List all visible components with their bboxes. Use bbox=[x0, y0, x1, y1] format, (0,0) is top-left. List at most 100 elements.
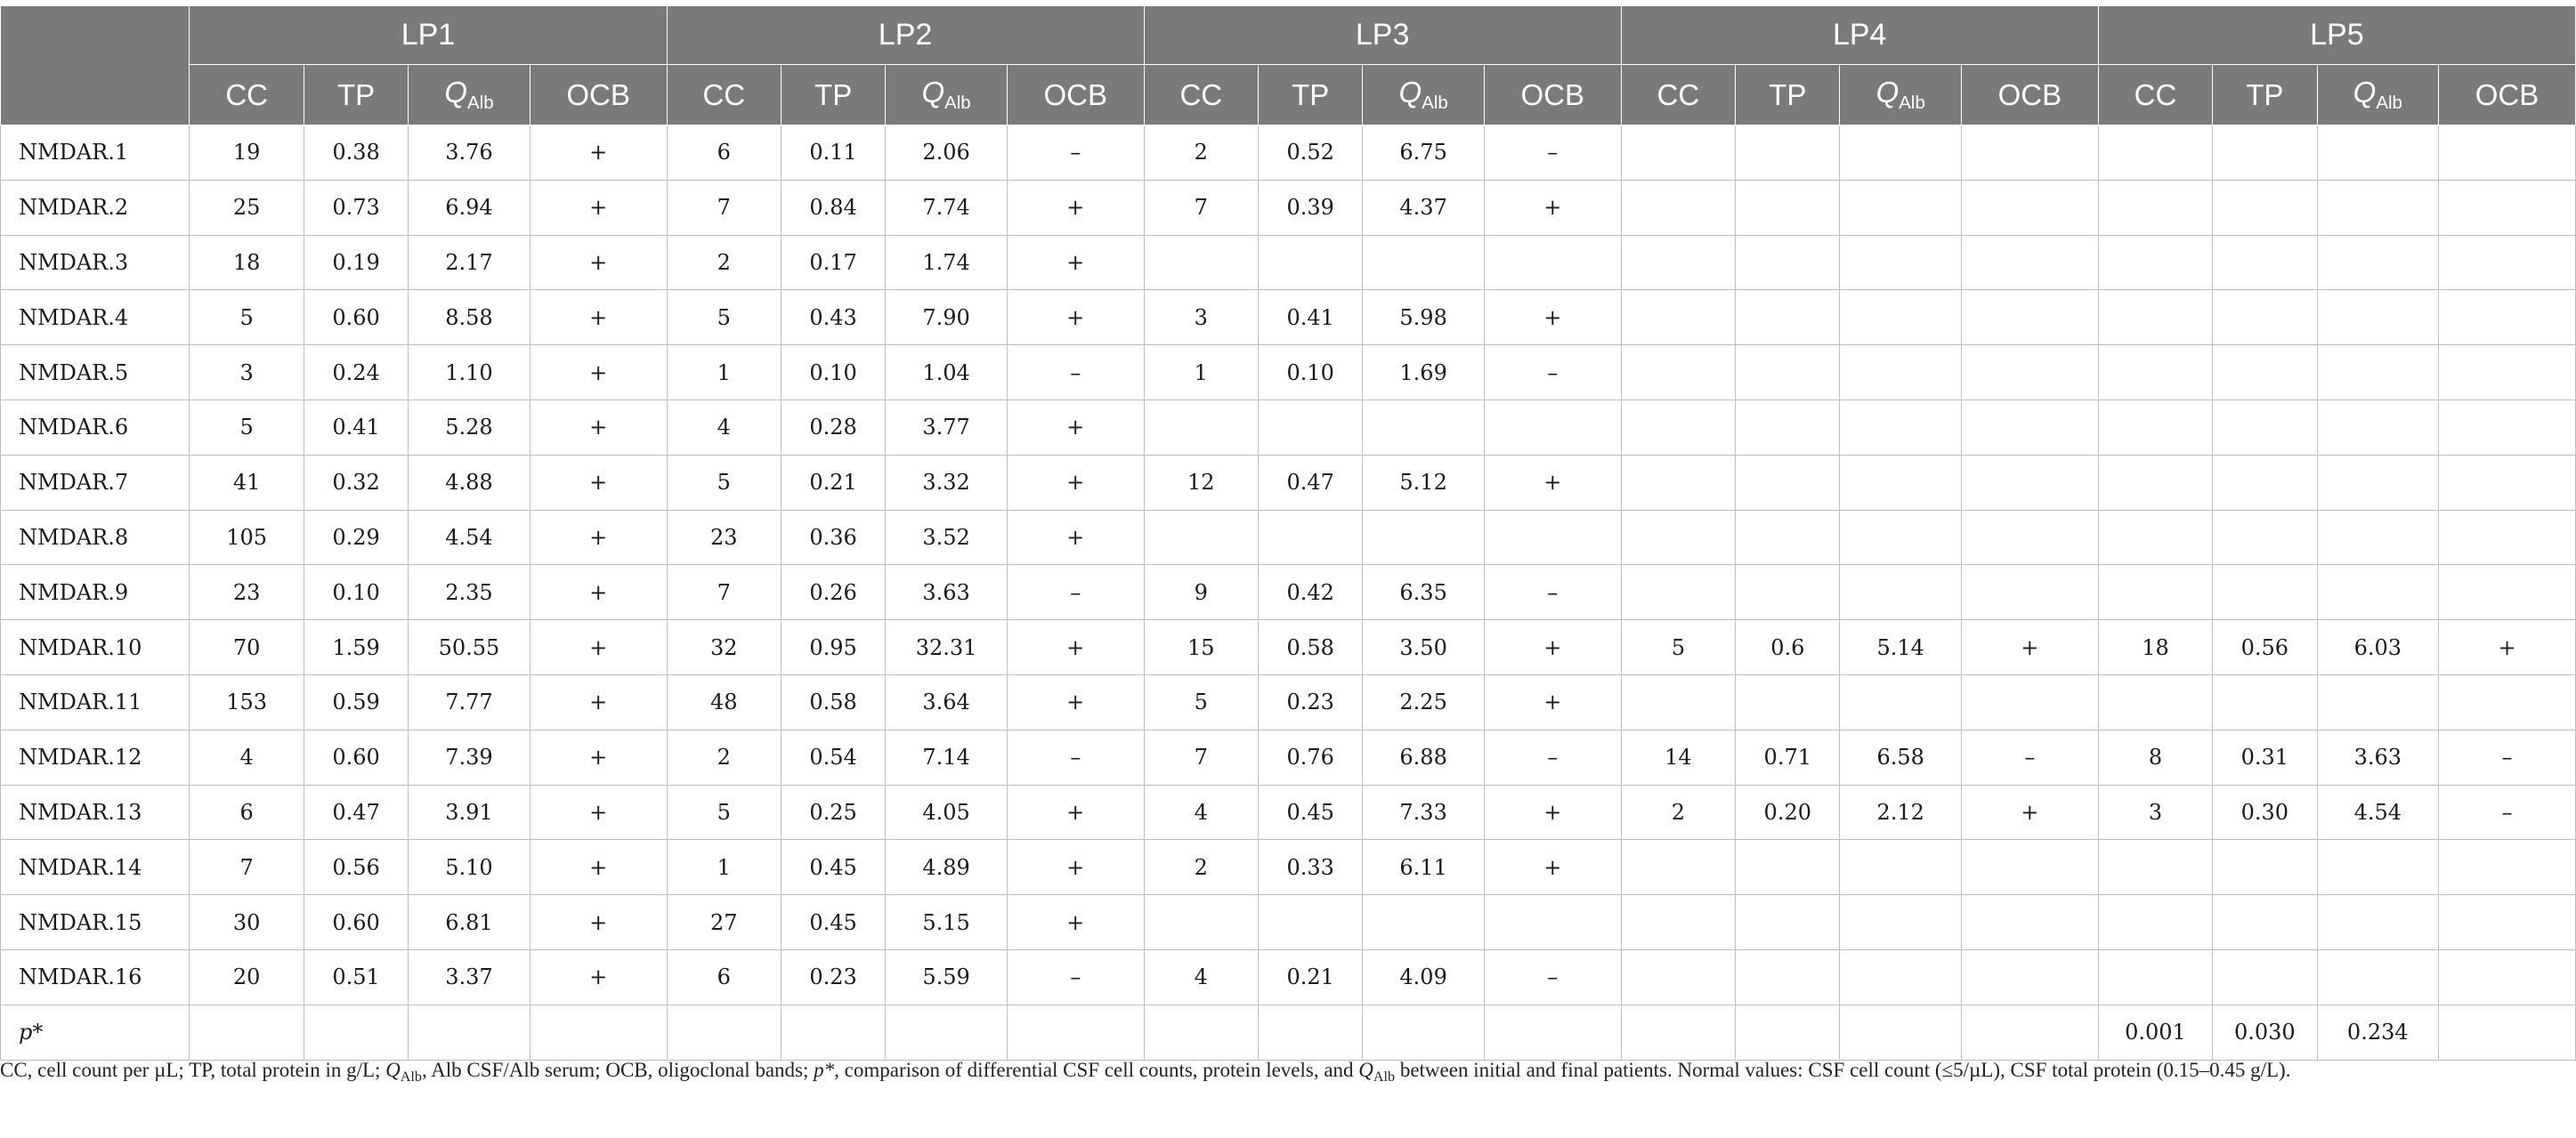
table-cell: + bbox=[529, 454, 668, 511]
table-cell: + bbox=[529, 564, 668, 621]
q-symbol: Q bbox=[921, 75, 945, 109]
table-cell: 0.30 bbox=[2212, 784, 2318, 841]
table-cell: 6.35 bbox=[1362, 564, 1485, 621]
table-cell: + bbox=[1960, 619, 2099, 675]
table-cell bbox=[2212, 454, 2318, 511]
table-cell: 7 bbox=[1143, 729, 1260, 786]
table-cell bbox=[1620, 839, 1737, 896]
p-value-row: p* 0.001 0.030 0.234 bbox=[0, 1004, 2576, 1061]
table-cell: + bbox=[1006, 894, 1145, 950]
table-cell: 4 bbox=[189, 729, 304, 786]
table-cell bbox=[2316, 454, 2440, 511]
table-cell: + bbox=[1006, 234, 1145, 291]
table-cell bbox=[1735, 674, 1841, 730]
row-label: NMDAR.1 bbox=[0, 125, 190, 181]
p-value-cell bbox=[1258, 1004, 1364, 1061]
p-value-cell bbox=[1735, 1004, 1841, 1061]
table-cell: 0.59 bbox=[303, 674, 409, 730]
subcol-header-q: QAlb bbox=[1362, 64, 1485, 125]
table-cell bbox=[1143, 399, 1260, 456]
table-cell: 0.45 bbox=[1258, 784, 1364, 841]
table-cell: + bbox=[1483, 619, 1622, 675]
table-cell bbox=[2438, 399, 2576, 456]
table-cell: 6.88 bbox=[1362, 729, 1485, 786]
table-cell: 5 bbox=[1143, 674, 1260, 730]
row-label: NMDAR.15 bbox=[0, 894, 190, 950]
table-cell: 12 bbox=[1143, 454, 1260, 511]
table-cell: 0.21 bbox=[1258, 948, 1364, 1005]
subcol-header-q: QAlb bbox=[408, 64, 531, 125]
table-cell: 48 bbox=[666, 674, 782, 730]
table-cell: 6.75 bbox=[1362, 125, 1485, 181]
table-cell: 3.63 bbox=[2316, 729, 2440, 786]
table-cell: 20 bbox=[189, 948, 304, 1005]
table-cell: 15 bbox=[1143, 619, 1260, 675]
table-cell bbox=[1735, 564, 1841, 621]
table-cell bbox=[1258, 894, 1364, 950]
p-value-cell bbox=[885, 1004, 1008, 1061]
table-cell: 3.77 bbox=[885, 399, 1008, 456]
table-row: NMDAR.9 23 0.10 2.35 +7 0.26 3.63–9 0.42 6.35– bbox=[0, 564, 2576, 621]
table-row: NMDAR.14 7 0.56 5.10 +1 0.45 4.89 +2 0.33 6.11 + bbox=[0, 839, 2576, 896]
table-cell: 23 bbox=[189, 564, 304, 621]
table-cell: 5.12 bbox=[1362, 454, 1485, 511]
table-cell bbox=[2097, 344, 2214, 400]
table-cell bbox=[2212, 179, 2318, 236]
table-cell: 0.19 bbox=[303, 234, 409, 291]
table-cell: + bbox=[529, 674, 668, 730]
table-cell: 0.31 bbox=[2212, 729, 2318, 786]
table-cell bbox=[1620, 289, 1737, 346]
table-cell: + bbox=[1006, 674, 1145, 730]
table-cell bbox=[2316, 564, 2440, 621]
table-cell: 4.54 bbox=[2316, 784, 2440, 841]
table-cell: 1 bbox=[666, 839, 782, 896]
table-cell: 3.37 bbox=[408, 948, 531, 1005]
table-cell: – bbox=[1006, 344, 1145, 400]
table-cell: 0.25 bbox=[780, 784, 887, 841]
table-cell: 3.50 bbox=[1362, 619, 1485, 675]
table-cell bbox=[1620, 454, 1737, 511]
table-cell: 0.24 bbox=[303, 344, 409, 400]
footnote-text: , comparison of differential CSF cell co… bbox=[834, 1059, 1359, 1081]
subcol-header-q: QAlb bbox=[2316, 64, 2440, 125]
subcol-header-tp: TP bbox=[780, 64, 887, 125]
table-cell: 14 bbox=[1620, 729, 1737, 786]
subcol-header-q: QAlb bbox=[885, 64, 1008, 125]
table-row: NMDAR.7 41 0.32 4.88 +5 0.21 3.32 +12 0.47 5.12 + bbox=[0, 454, 2576, 511]
table-cell: 0.23 bbox=[1258, 674, 1364, 730]
table-cell: 0.58 bbox=[1258, 619, 1364, 675]
table-cell: 0.10 bbox=[780, 344, 887, 400]
subcol-header-ocb: OCB bbox=[1006, 64, 1145, 125]
table-cell: 41 bbox=[189, 454, 304, 511]
p-value-cell bbox=[1362, 1004, 1485, 1061]
table-cell: – bbox=[2438, 729, 2576, 786]
table-cell: 18 bbox=[2097, 619, 2214, 675]
table-cell: 9 bbox=[1143, 564, 1260, 621]
table-row: NMDAR.11 153 0.59 7.77 +48 0.58 3.64 +5 0.23 2.25… bbox=[0, 674, 2576, 730]
table-cell: 3 bbox=[189, 344, 304, 400]
table-cell: 4.05 bbox=[885, 784, 1008, 841]
table-row: NMDAR.4 5 0.60 8.58 +5 0.43 7.90 +3 0.41 5.98 + bbox=[0, 289, 2576, 346]
table-cell: 2.17 bbox=[408, 234, 531, 291]
table-cell bbox=[1620, 948, 1737, 1005]
table-cell: 3.32 bbox=[885, 454, 1008, 511]
group-header-lp3: LP3 bbox=[1143, 5, 1622, 65]
table-body: NMDAR.1 19 0.38 3.76 +6 0.11 2.06–2 0.52 6.75– NM… bbox=[0, 125, 2576, 1061]
table-cell bbox=[2097, 399, 2214, 456]
table-cell: 4.89 bbox=[885, 839, 1008, 896]
subcol-header-q: QAlb bbox=[1839, 64, 1962, 125]
table-header: LP1 LP2 LP3 LP4 LP5 CC TP QAlb OCB CC TP QAlb OCB CC T… bbox=[0, 5, 2576, 125]
table-cell: + bbox=[529, 179, 668, 236]
table-cell: 6.03 bbox=[2316, 619, 2440, 675]
table-cell bbox=[1735, 948, 1841, 1005]
table-cell: + bbox=[1006, 509, 1145, 566]
table-cell: + bbox=[529, 289, 668, 346]
table-cell bbox=[1839, 344, 1962, 400]
table-cell: 5 bbox=[189, 289, 304, 346]
row-label: NMDAR.2 bbox=[0, 179, 190, 236]
table-cell bbox=[2438, 234, 2576, 291]
table-cell bbox=[2316, 674, 2440, 730]
table-cell bbox=[1960, 234, 2099, 291]
table-cell: – bbox=[1960, 729, 2099, 786]
table-cell bbox=[1839, 509, 1962, 566]
